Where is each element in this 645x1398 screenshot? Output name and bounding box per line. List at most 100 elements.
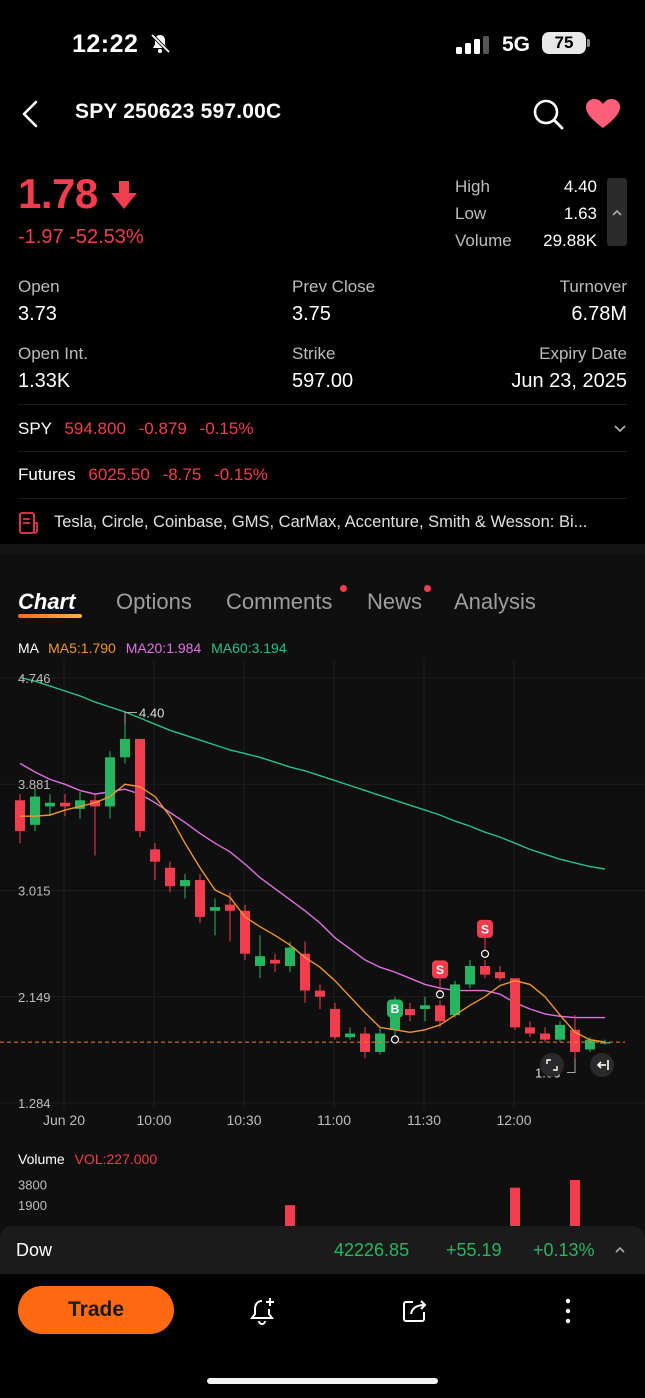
underlying-row[interactable]: SPY 594.800 -0.879 -0.15% (18, 419, 253, 439)
signal-label: S (481, 922, 489, 936)
volume-value: 29.88K (543, 231, 597, 250)
share-icon[interactable] (400, 1296, 430, 1326)
candle-body (465, 965, 475, 985)
y-tick-label: 3.015 (18, 884, 51, 899)
candle-body (435, 1005, 445, 1022)
favorite-heart-icon[interactable] (585, 98, 621, 130)
tab-active-indicator (18, 614, 82, 618)
candle-body (405, 1008, 415, 1016)
turnover-value: 6.78M (571, 303, 627, 325)
search-icon[interactable] (532, 98, 564, 130)
y-tick-label: 3.881 (18, 777, 51, 792)
low-label: Low (455, 204, 487, 223)
candle-body (495, 972, 505, 979)
tab-analysis[interactable]: Analysis (454, 589, 536, 614)
expiry-label: Expiry Date (539, 344, 627, 363)
clock: 12:22 (72, 30, 139, 58)
ticker-name: Dow (16, 1240, 53, 1260)
notification-dot (340, 585, 347, 592)
candle-body (345, 1033, 355, 1038)
underlying-price: 594.800 (64, 419, 126, 438)
candle-body (180, 880, 190, 887)
signal-point (480, 949, 490, 958)
high-marker-label: 4.40 (139, 705, 164, 720)
x-tick-label: 10:00 (136, 1112, 171, 1128)
candle-body (375, 1033, 385, 1052)
collapse-toggle[interactable] (607, 178, 627, 246)
underlying-change: -0.879 (138, 419, 187, 438)
candle-body (525, 1027, 535, 1034)
candle-body (450, 984, 460, 1016)
volume-chart: 3800 1900 (18, 1177, 580, 1226)
ma-legend[interactable]: MA MA5:1.790 MA20:1.984 MA60:3.194 (18, 640, 287, 656)
underlying-symbol: SPY (18, 419, 52, 438)
x-tick-label: 11:00 (317, 1112, 351, 1128)
signal-point (435, 990, 445, 999)
turnover-label: Turnover (559, 277, 627, 296)
candle-body (255, 956, 265, 966)
candle-body (240, 910, 250, 954)
divider (18, 404, 627, 405)
candle-body (540, 1033, 550, 1040)
index-ticker-bar[interactable] (0, 1226, 645, 1274)
candle-body (150, 849, 160, 862)
volume-tick-label: 1900 (18, 1198, 47, 1213)
divider (18, 498, 627, 499)
prev-close-label: Prev Close (292, 277, 376, 296)
x-tick-label: Jun 20 (43, 1112, 85, 1128)
price-change: -1.97 -52.53% (18, 226, 144, 249)
high-marker-leader (124, 711, 137, 725)
open-int-value: 1.33K (18, 370, 71, 392)
volume-tick-label: 3800 (18, 1177, 47, 1192)
back-arrow-icon[interactable] (18, 98, 42, 130)
expand-icon-top (546, 1059, 551, 1064)
futures-price: 6025.50 (88, 465, 150, 484)
price-alert-bell-icon[interactable] (248, 1296, 278, 1326)
candle-body (60, 802, 70, 807)
ma20-value: MA20:1.984 (125, 640, 202, 656)
ma5-polyline (20, 783, 606, 1043)
futures-change-pct: -0.15% (214, 465, 268, 484)
trade-button[interactable]: Trade (18, 1286, 174, 1334)
chart-overlay: 4.401.63BSS (0, 705, 625, 1081)
candle-body (315, 990, 325, 997)
tab-chart[interactable]: Chart (18, 589, 76, 614)
signal-label: S (436, 963, 444, 977)
ma5-value: MA5:1.790 (48, 640, 116, 656)
volume-bar (285, 1205, 295, 1226)
candle-body (480, 965, 490, 975)
candle-body (285, 947, 295, 966)
candle-body (30, 796, 40, 825)
x-tick-label: 11:30 (407, 1112, 441, 1128)
sell-signal-badge (432, 960, 448, 979)
tab-options[interactable]: Options (116, 589, 192, 614)
open-label: Open (18, 277, 60, 296)
signal-label: B (391, 1002, 400, 1016)
news-headline[interactable]: Tesla, Circle, Coinbase, GMS, CarMax, Ac… (54, 513, 588, 531)
volume-indicator-label: Volume (18, 1151, 65, 1167)
candle-body (420, 1005, 430, 1009)
volume-label: Volume (455, 231, 512, 250)
ma60-line (19, 676, 606, 870)
tab-news[interactable]: News (367, 589, 423, 614)
candle-body (45, 802, 55, 807)
divider (18, 451, 627, 452)
down-arrow-icon (111, 181, 137, 209)
y-axis: 4.746 3.881 3.015 2.149 1.284 (18, 671, 51, 1111)
futures-row[interactable]: Futures 6025.50 -8.75 -0.15% (18, 465, 268, 485)
chevron-down-icon[interactable] (612, 422, 628, 436)
candle-body (195, 880, 205, 917)
high-label: High (455, 177, 490, 196)
chart-grid (0, 660, 645, 1108)
more-options-icon[interactable] (562, 1296, 574, 1326)
cellular-signal-icon (456, 36, 489, 54)
candle-body (225, 904, 235, 911)
sell-signal-badge (477, 919, 493, 938)
chevron-up-icon[interactable] (613, 1243, 627, 1257)
ma5-line (20, 783, 606, 1043)
tab-comments[interactable]: Comments (226, 589, 333, 614)
candle-body (570, 1029, 580, 1052)
ma60-value: MA60:3.194 (211, 640, 287, 656)
ma60-polyline (19, 676, 606, 870)
